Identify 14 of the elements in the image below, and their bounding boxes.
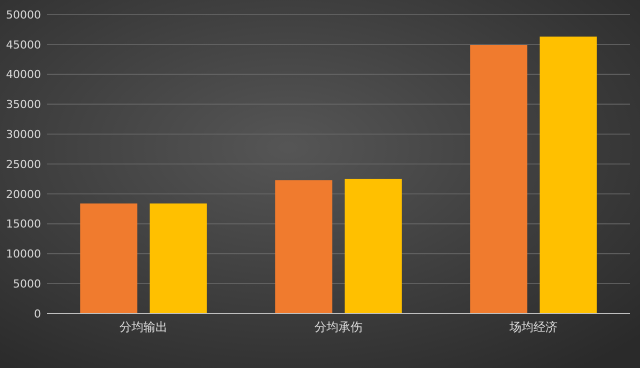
y-tick-label: 25000 xyxy=(6,158,41,171)
x-tick-label: 分均输出 xyxy=(120,320,168,334)
y-tick-label: 30000 xyxy=(6,128,41,141)
y-tick-label: 20000 xyxy=(6,188,41,201)
y-tick-label: 0 xyxy=(34,307,41,320)
x-tick-label: 分均承伤 xyxy=(314,320,362,334)
y-tick-label: 15000 xyxy=(6,218,41,231)
y-tick-label: 40000 xyxy=(6,68,41,82)
y-tick-label: 5000 xyxy=(13,277,41,290)
y-tick-label: 35000 xyxy=(6,98,41,112)
y-tick-label: 45000 xyxy=(6,38,41,52)
y-tick-label: 50000 xyxy=(6,8,41,22)
x-tick-label: 场均经济 xyxy=(508,320,558,334)
y-tick-label: 10000 xyxy=(6,248,41,261)
